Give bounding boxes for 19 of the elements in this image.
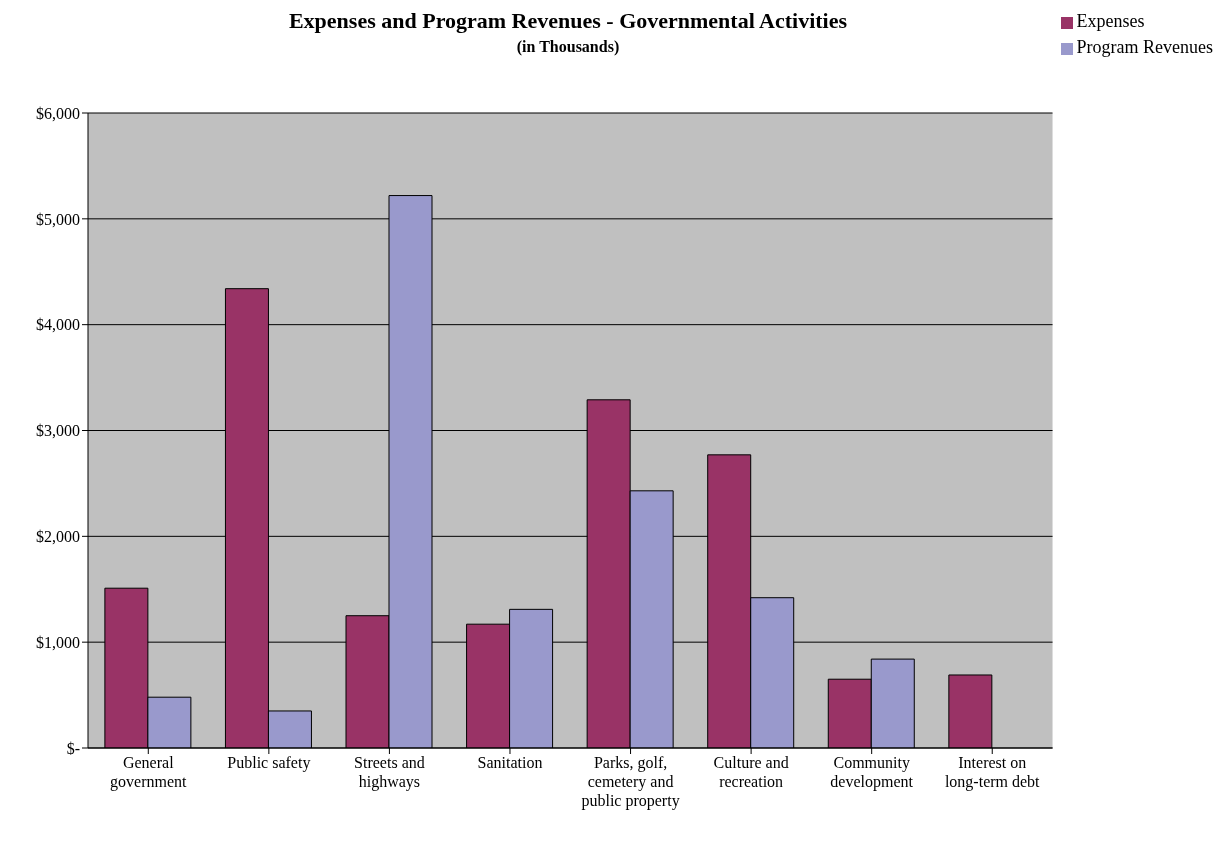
legend-label: Expenses xyxy=(1076,11,1145,31)
x-tick-label: Community development xyxy=(830,754,914,791)
y-tick-label: $- xyxy=(66,739,80,757)
y-tick-label: $4,000 xyxy=(36,316,80,334)
x-tick-label: General government xyxy=(110,754,188,791)
x-tick-label: Parks, golf, cemetery and public property xyxy=(581,754,680,810)
y-tick-label: $2,000 xyxy=(36,528,80,546)
chart-title: Expenses and Program Revenues - Governmental Activities xyxy=(288,8,848,33)
x-tick-label: Interest on long-term debt xyxy=(944,754,1041,791)
x-tick-label: Streets and highways xyxy=(354,754,425,791)
y-tick-label: $1,000 xyxy=(36,633,80,651)
y-tick-label: $3,000 xyxy=(36,422,80,440)
x-tick-label: Culture and recreation xyxy=(713,754,789,790)
chart-subtitle: (in Thousands) xyxy=(516,38,620,55)
y-tick-label: $5,000 xyxy=(36,210,80,228)
x-tick-label: Public safety xyxy=(227,754,311,772)
legend-label: Program Revenues xyxy=(1076,37,1213,57)
y-tick-label: $6,000 xyxy=(36,104,80,122)
x-tick-label: Sanitation xyxy=(477,754,543,771)
